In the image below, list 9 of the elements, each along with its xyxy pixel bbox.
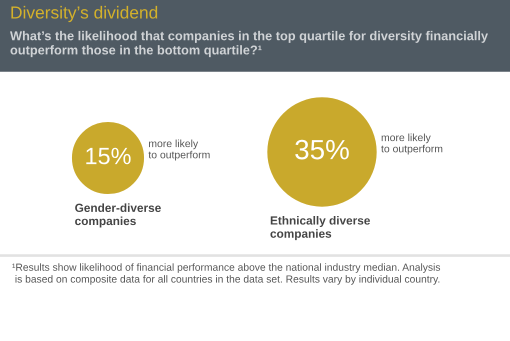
category-label: Gender-diverse companies: [75, 203, 161, 228]
data-label: 15%: [86, 148, 131, 164]
text: What’s the likelihood that companies in the top quartile for diversity financially outperform those in the bottom quartile?¹: [10, 30, 488, 58]
text: more likely to outperform: [381, 134, 442, 154]
text: ¹Results show likelihood of financial performance above the national industry median. Analysis is based on composite data for all countries in the data set. Results vary by individual country.: [12, 263, 440, 285]
text: Diversity’s dividend: [11, 6, 158, 22]
category-label: Ethnically diverse companies: [270, 216, 370, 240]
data-label: 35%: [295, 140, 349, 160]
text: more likely to outperform: [148, 140, 210, 160]
